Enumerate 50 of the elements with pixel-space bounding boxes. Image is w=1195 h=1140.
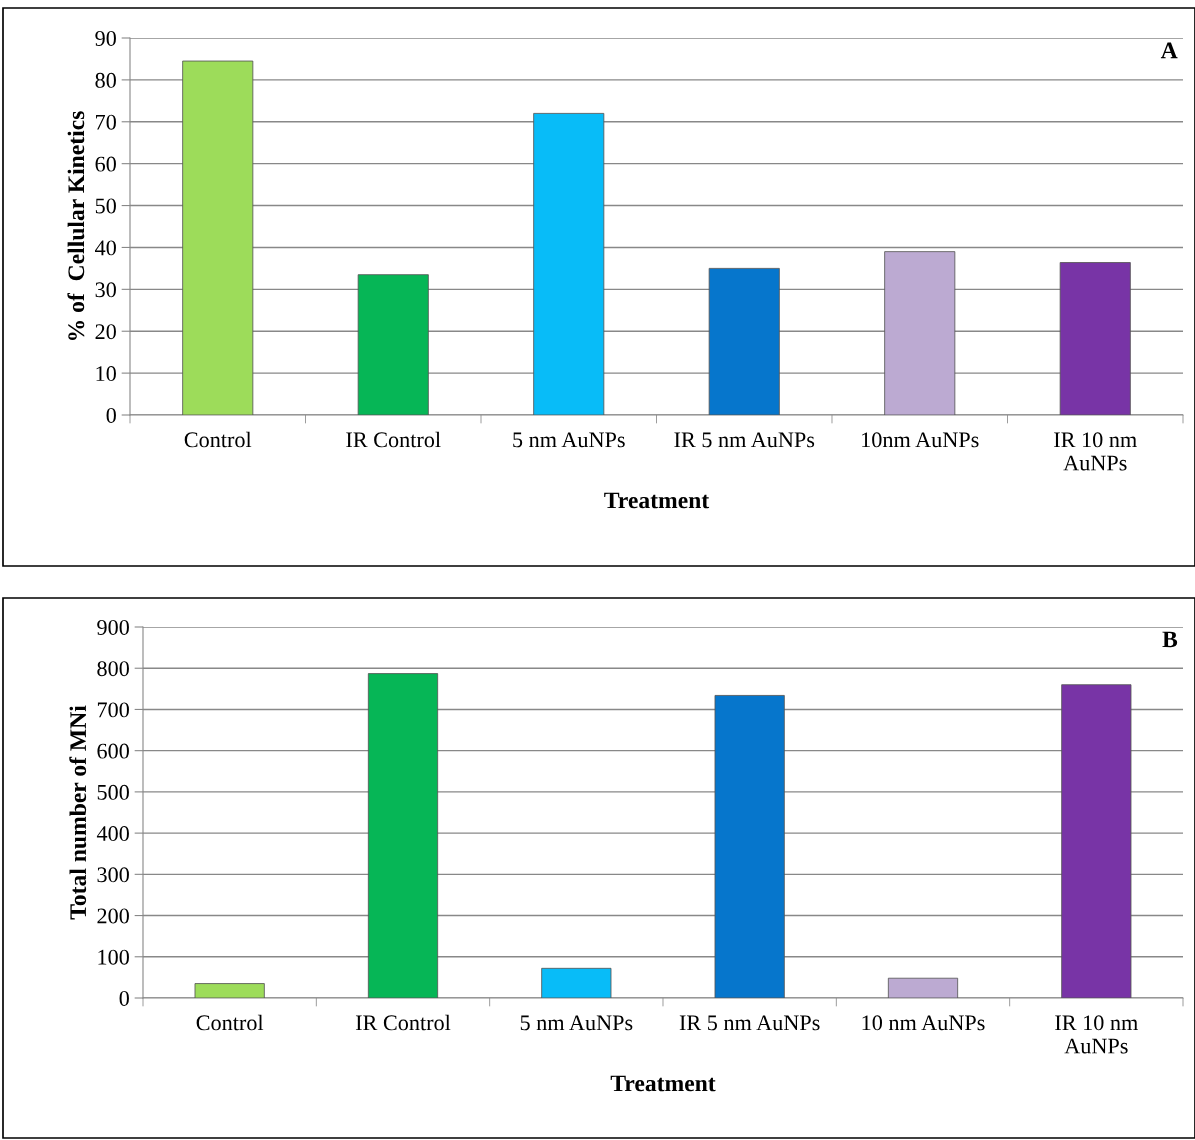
- y-tick-label: 900: [97, 619, 129, 635]
- x-tick-label: 10nm AuNPs: [862, 432, 979, 448]
- x-tick-label: Control: [184, 431, 252, 448]
- y-tick-label: 10: [96, 366, 116, 382]
- y-axis-title: Total number of MNi: [69, 705, 87, 920]
- y-tick-label: 60: [95, 156, 116, 172]
- y-tick-label: 30: [95, 282, 116, 298]
- x-tick-label: Control: [196, 1014, 264, 1031]
- y-tick-label: 600: [97, 743, 129, 759]
- annotation: A: [1160, 42, 1178, 59]
- bar: [367, 673, 439, 998]
- x-axis-title: Treatment: [604, 492, 710, 509]
- y-tick-label: 50: [95, 198, 116, 214]
- y-axis-title: % of Cellular Kinetics: [67, 111, 85, 340]
- y-tick-label: 0: [106, 407, 116, 423]
- y-tick-label: 800: [97, 661, 129, 677]
- bar: [714, 695, 785, 998]
- y-tick-label: 70: [96, 114, 116, 130]
- y-tick-label: 300: [97, 867, 129, 883]
- bar: [887, 977, 959, 998]
- y-tick-label: 400: [96, 826, 129, 842]
- x-tick-label: 5 nm AuNPs: [520, 1015, 633, 1031]
- x-tick-label: 10 nm AuNPs: [862, 1015, 985, 1031]
- x-tick-label: IR Control: [355, 1014, 451, 1031]
- bar: [1059, 262, 1131, 415]
- y-tick-label: 0: [119, 990, 129, 1006]
- bar: [357, 274, 429, 415]
- y-tick-label: 90: [95, 30, 116, 46]
- bar: [1061, 684, 1132, 998]
- y-tick-label: 100: [98, 949, 129, 965]
- bar: [708, 267, 780, 415]
- x-tick-label: IR 10 nm AuNPs: [1054, 432, 1137, 471]
- x-tick-label: IR 5 nm AuNPs: [679, 1015, 820, 1031]
- bar: [533, 112, 605, 415]
- x-axis-title: Treatment: [610, 1075, 716, 1092]
- y-tick-label: 20: [95, 324, 116, 340]
- annotation: B: [1162, 631, 1178, 648]
- y-tick-label: 80: [95, 72, 116, 88]
- x-tick-label: IR 5 nm AuNPs: [674, 432, 815, 448]
- x-tick-label: IR 10 nm AuNPs: [1055, 1015, 1138, 1054]
- bar: [884, 251, 956, 415]
- x-tick-label: IR Control: [346, 431, 441, 448]
- y-tick-label: 200: [97, 908, 129, 924]
- bar: [541, 967, 612, 998]
- y-tick-label: 40: [95, 240, 116, 256]
- bar: [182, 60, 254, 415]
- y-tick-label: 500: [97, 784, 129, 800]
- bar: [194, 983, 265, 998]
- y-tick-label: 700: [97, 702, 129, 718]
- x-tick-label: 5 nm AuNPs: [513, 432, 625, 448]
